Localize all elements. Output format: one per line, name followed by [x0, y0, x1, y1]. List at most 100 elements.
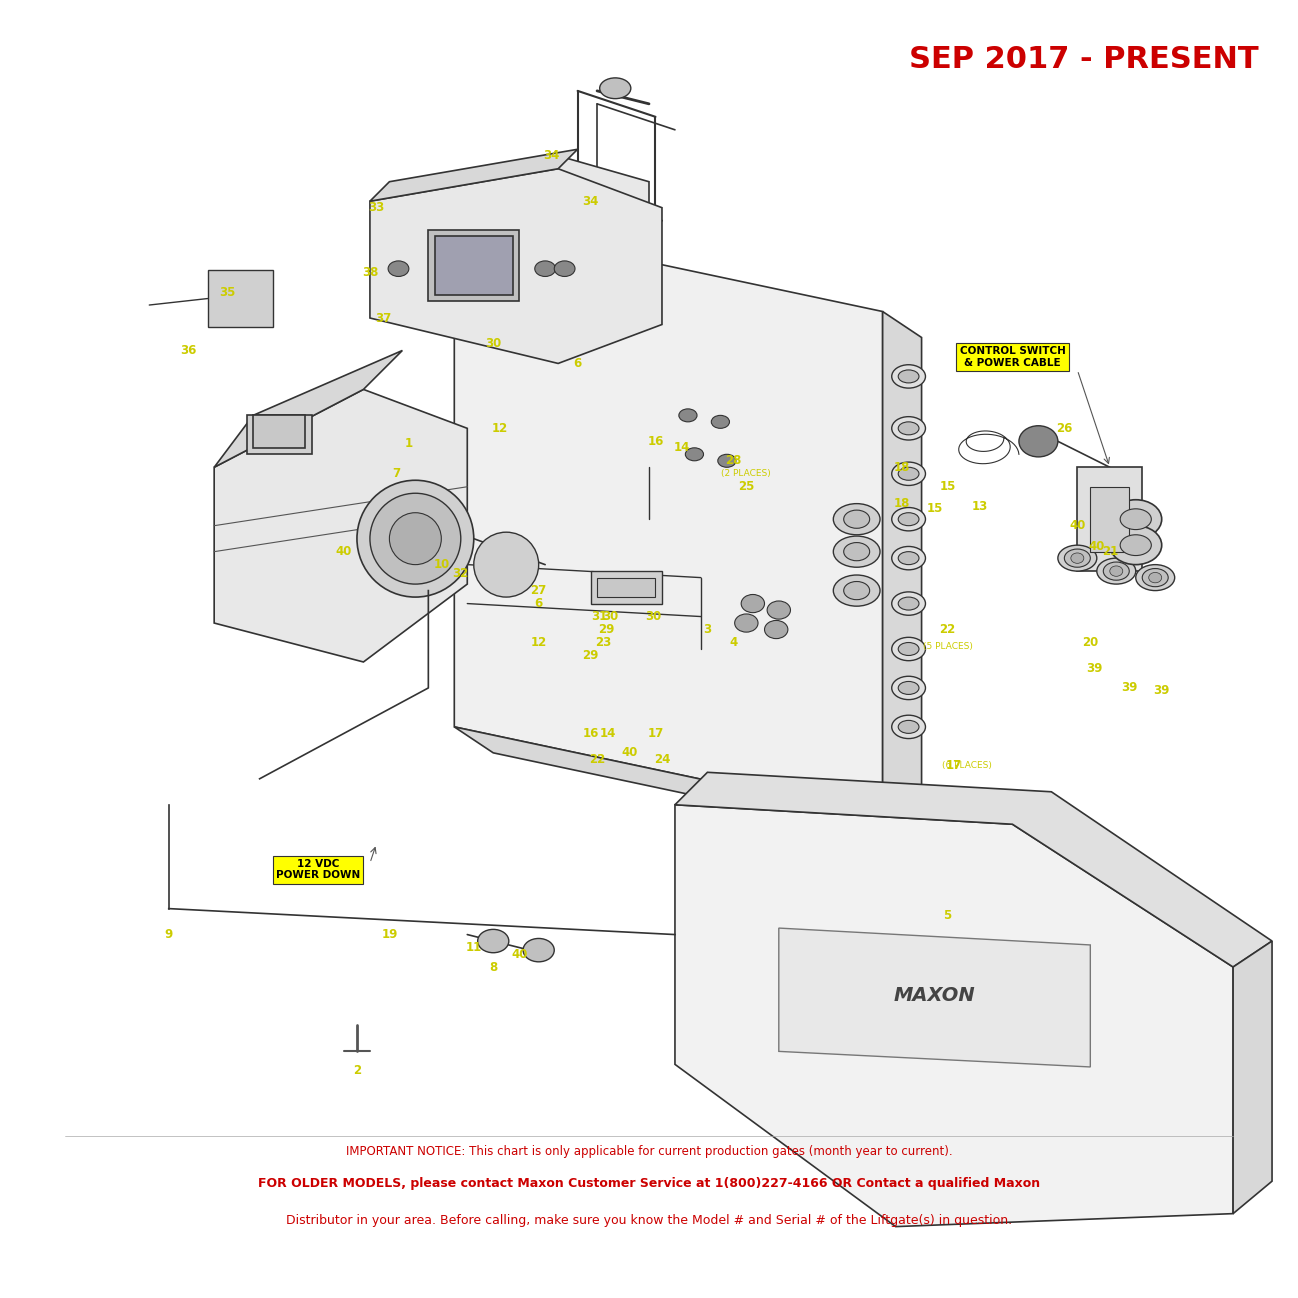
Bar — [428, 230, 519, 301]
Ellipse shape — [833, 536, 880, 567]
Text: 16: 16 — [648, 435, 663, 448]
Bar — [253, 415, 305, 448]
Text: 20: 20 — [1083, 636, 1098, 649]
Text: CONTROL SWITCH
& POWER CABLE: CONTROL SWITCH & POWER CABLE — [959, 347, 1066, 367]
Text: FOR OLDER MODELS, please contact Maxon Customer Service at 1(800)227-4166 OR Con: FOR OLDER MODELS, please contact Maxon C… — [258, 1177, 1040, 1190]
Ellipse shape — [898, 370, 919, 383]
Text: 40: 40 — [336, 545, 352, 558]
Text: 15: 15 — [940, 480, 955, 493]
Polygon shape — [214, 350, 402, 467]
Text: 37: 37 — [375, 312, 391, 324]
Text: 38: 38 — [362, 266, 378, 279]
Polygon shape — [883, 312, 922, 844]
Text: 39: 39 — [1086, 662, 1102, 675]
Text: 25: 25 — [739, 480, 754, 493]
Text: 15: 15 — [927, 502, 942, 515]
Ellipse shape — [844, 543, 870, 561]
Ellipse shape — [1097, 558, 1136, 584]
Text: 11: 11 — [466, 941, 482, 954]
Text: (6 PLACES): (6 PLACES) — [942, 762, 992, 770]
Ellipse shape — [685, 448, 704, 461]
Ellipse shape — [711, 415, 729, 428]
Ellipse shape — [892, 417, 925, 440]
Text: 22: 22 — [940, 623, 955, 636]
Ellipse shape — [898, 422, 919, 435]
Ellipse shape — [1149, 572, 1162, 583]
Text: 14: 14 — [674, 441, 689, 454]
Text: 8: 8 — [489, 961, 497, 974]
Text: SEP 2017 - PRESENT: SEP 2017 - PRESENT — [910, 45, 1259, 74]
Ellipse shape — [892, 715, 925, 739]
Polygon shape — [558, 156, 649, 234]
Ellipse shape — [898, 467, 919, 480]
Text: (5 PLACES): (5 PLACES) — [923, 643, 972, 650]
Text: 31: 31 — [592, 610, 607, 623]
Ellipse shape — [892, 365, 925, 388]
Text: 12: 12 — [531, 636, 546, 649]
Bar — [1077, 467, 1142, 571]
Text: 14: 14 — [600, 727, 615, 740]
Ellipse shape — [892, 546, 925, 570]
Ellipse shape — [844, 510, 870, 528]
Ellipse shape — [892, 508, 925, 531]
Polygon shape — [454, 727, 922, 844]
Text: 39: 39 — [1154, 684, 1169, 697]
Ellipse shape — [833, 504, 880, 535]
Bar — [208, 270, 273, 327]
Text: 34: 34 — [544, 149, 559, 162]
Ellipse shape — [898, 513, 919, 526]
Text: 26: 26 — [1057, 422, 1072, 435]
Polygon shape — [370, 169, 662, 363]
Ellipse shape — [1120, 509, 1151, 530]
Ellipse shape — [1071, 553, 1084, 563]
Text: (2 PLACES): (2 PLACES) — [722, 470, 771, 478]
Text: 7: 7 — [392, 467, 400, 480]
Ellipse shape — [600, 78, 631, 99]
Text: 40: 40 — [1089, 540, 1105, 553]
Polygon shape — [675, 772, 1272, 967]
Text: 27: 27 — [531, 584, 546, 597]
Text: 28: 28 — [726, 454, 741, 467]
Ellipse shape — [844, 582, 870, 600]
Text: 23: 23 — [596, 636, 611, 649]
Ellipse shape — [388, 261, 409, 276]
Bar — [597, 578, 655, 597]
Ellipse shape — [1142, 569, 1168, 587]
Text: 9: 9 — [165, 928, 173, 941]
Ellipse shape — [1058, 545, 1097, 571]
Ellipse shape — [679, 409, 697, 422]
Text: MAXON: MAXON — [894, 986, 975, 1005]
Ellipse shape — [833, 575, 880, 606]
Ellipse shape — [554, 261, 575, 276]
Ellipse shape — [898, 681, 919, 694]
Ellipse shape — [1019, 426, 1058, 457]
Text: 17: 17 — [946, 759, 962, 772]
Ellipse shape — [535, 261, 556, 276]
Text: 17: 17 — [648, 727, 663, 740]
Ellipse shape — [357, 480, 474, 597]
Ellipse shape — [370, 493, 461, 584]
Polygon shape — [1233, 941, 1272, 1214]
Text: 21: 21 — [1102, 545, 1118, 558]
Ellipse shape — [1110, 566, 1123, 576]
Ellipse shape — [1110, 526, 1162, 565]
Text: 34: 34 — [583, 195, 598, 208]
Polygon shape — [675, 805, 1233, 1227]
Ellipse shape — [892, 592, 925, 615]
Text: 10: 10 — [434, 558, 449, 571]
Text: 18: 18 — [894, 497, 910, 510]
Ellipse shape — [478, 929, 509, 953]
Text: 4: 4 — [729, 636, 737, 649]
Bar — [247, 415, 312, 454]
Text: 24: 24 — [654, 753, 670, 766]
Text: 22: 22 — [589, 753, 605, 766]
Text: 6: 6 — [535, 597, 543, 610]
Text: 32: 32 — [453, 567, 469, 580]
Text: 1: 1 — [405, 437, 413, 450]
Text: 29: 29 — [598, 623, 614, 636]
Text: 16: 16 — [583, 727, 598, 740]
Text: 19: 19 — [382, 928, 397, 941]
Ellipse shape — [1136, 565, 1175, 591]
Polygon shape — [454, 221, 883, 818]
Ellipse shape — [474, 532, 539, 597]
